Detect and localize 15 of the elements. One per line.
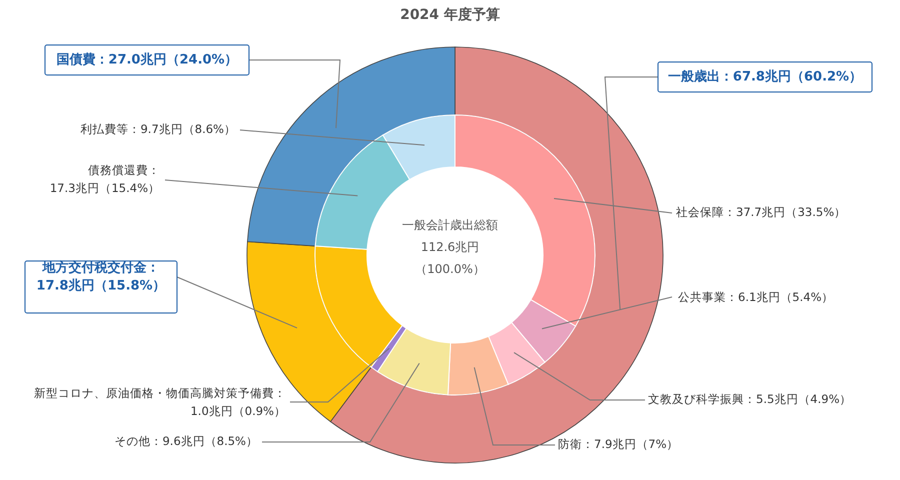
text: 一般会計歳出総額 (401, 217, 499, 234)
data-label: 一般歳出：67.8兆円（60.2%） (668, 70, 862, 85)
data-label: 国債費：27.0兆円（24.0%） (56, 52, 238, 68)
data-label: 地方交付税交付金： 17.8兆円（15.8%） (36, 260, 166, 294)
data-label: 債務償還費： 17.3兆円（15.4%） (50, 163, 160, 196)
data-label: 防衛：7.9兆円（7%） (558, 437, 679, 452)
data-label: 新型コロナ、原油価格・物価高騰対策予備費： 1.0兆円（0.9%） (34, 386, 286, 418)
data-label: その他：9.6兆円（8.5%） (114, 434, 258, 448)
data-label: 利払費等：9.7兆円（8.6%） (80, 122, 236, 136)
text: 112.6兆円 (420, 239, 480, 256)
data-label: 社会保障：37.7兆円（33.5%） (676, 205, 846, 220)
data-label: 文教及び科学振興：5.5兆円（4.9%） (648, 392, 852, 406)
text: （100.0%） (414, 261, 486, 278)
data-label: 公共事業：6.1兆円（5.4%） (678, 290, 834, 304)
chart-title: 2024 年度予算 (399, 6, 501, 24)
